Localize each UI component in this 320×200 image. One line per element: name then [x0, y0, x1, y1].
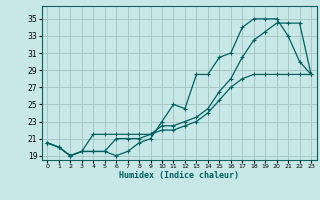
X-axis label: Humidex (Indice chaleur): Humidex (Indice chaleur) [119, 171, 239, 180]
